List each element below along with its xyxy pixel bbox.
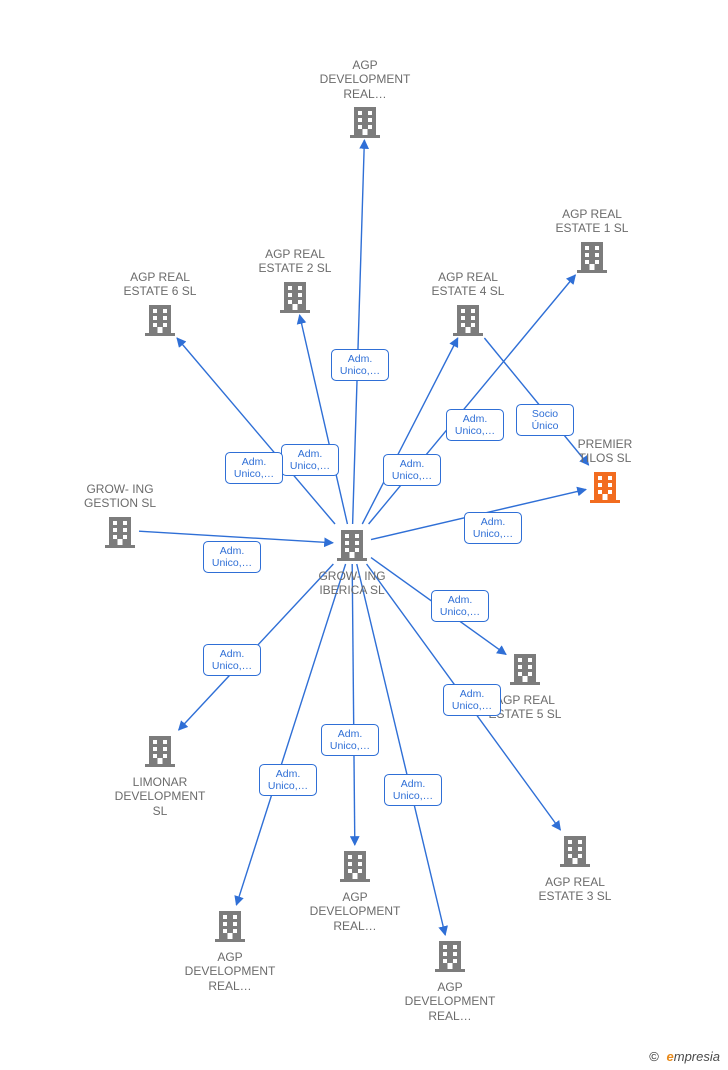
node-label: AGPDEVELOPMENTREAL… bbox=[305, 58, 425, 101]
edge-line bbox=[353, 140, 365, 524]
node-label: PREMIERTILOS SL bbox=[545, 437, 665, 466]
node-re3: AGP REALESTATE 3 SL bbox=[515, 832, 635, 904]
edge-label: Adm.Unico,… bbox=[443, 684, 501, 716]
node-label: AGPDEVELOPMENTREAL… bbox=[170, 950, 290, 993]
building-icon bbox=[575, 238, 609, 279]
edge-line bbox=[177, 338, 335, 524]
footer-credit: © empresia bbox=[649, 1049, 720, 1064]
edge-label: Adm.Unico,… bbox=[203, 541, 261, 573]
node-agpDevBR: AGPDEVELOPMENTREAL… bbox=[390, 937, 510, 1023]
edge-line bbox=[300, 315, 348, 524]
node-re1: AGP REALESTATE 1 SL bbox=[532, 207, 652, 279]
node-growGest: GROW- INGGESTION SL bbox=[60, 482, 180, 554]
building-icon bbox=[508, 650, 542, 691]
node-premier: PREMIERTILOS SL bbox=[545, 437, 665, 509]
network-diagram: GROW- INGIBERICA SL AGPDEVELOPMENTREAL… A… bbox=[0, 0, 728, 1070]
building-icon bbox=[558, 832, 592, 873]
node-re6: AGP REALESTATE 6 SL bbox=[100, 270, 220, 342]
building-icon bbox=[348, 103, 382, 144]
edge-label: Adm.Unico,… bbox=[321, 724, 379, 756]
node-label: LIMONARDEVELOPMENTSL bbox=[100, 775, 220, 818]
node-label: GROW- INGIBERICA SL bbox=[292, 569, 412, 598]
node-re2: AGP REALESTATE 2 SL bbox=[235, 247, 355, 319]
edge-label: Adm.Unico,… bbox=[281, 444, 339, 476]
copyright-symbol: © bbox=[649, 1049, 659, 1064]
edge-label: Adm.Unico,… bbox=[464, 512, 522, 544]
node-label: AGP REALESTATE 3 SL bbox=[515, 875, 635, 904]
edge-label: Adm.Unico,… bbox=[331, 349, 389, 381]
brand-first-letter: e bbox=[667, 1049, 674, 1064]
building-icon bbox=[103, 513, 137, 554]
node-agpDevMid: AGPDEVELOPMENTREAL… bbox=[295, 847, 415, 933]
node-label: GROW- INGGESTION SL bbox=[60, 482, 180, 511]
node-label: AGP REALESTATE 2 SL bbox=[235, 247, 355, 276]
building-icon bbox=[143, 732, 177, 773]
building-icon bbox=[143, 301, 177, 342]
node-label: AGP REALESTATE 1 SL bbox=[532, 207, 652, 236]
edge-label: Adm.Unico,… bbox=[203, 644, 261, 676]
building-icon bbox=[278, 278, 312, 319]
building-icon bbox=[588, 468, 622, 509]
building-icon bbox=[335, 526, 369, 567]
edge-label: Adm.Unico,… bbox=[431, 590, 489, 622]
node-label: AGP REALESTATE 6 SL bbox=[100, 270, 220, 299]
node-label: AGPDEVELOPMENTREAL… bbox=[295, 890, 415, 933]
edge-label: Adm.Unico,… bbox=[259, 764, 317, 796]
edge-label: Adm.Unico,… bbox=[446, 409, 504, 441]
node-re4: AGP REALESTATE 4 SL bbox=[408, 270, 528, 342]
node-agpDevBL: AGPDEVELOPMENTREAL… bbox=[170, 907, 290, 993]
building-icon bbox=[451, 301, 485, 342]
node-center: GROW- INGIBERICA SL bbox=[292, 526, 412, 598]
building-icon bbox=[433, 937, 467, 978]
node-agpDevTop: AGPDEVELOPMENTREAL… bbox=[305, 58, 425, 144]
node-label: AGPDEVELOPMENTREAL… bbox=[390, 980, 510, 1023]
brand-rest: mpresia bbox=[674, 1049, 720, 1064]
edge-label: Adm.Unico,… bbox=[225, 452, 283, 484]
edge-line bbox=[352, 564, 355, 845]
edge-label: Adm.Unico,… bbox=[384, 774, 442, 806]
edge-label: Adm.Unico,… bbox=[383, 454, 441, 486]
node-limonar: LIMONARDEVELOPMENTSL bbox=[100, 732, 220, 818]
building-icon bbox=[338, 847, 372, 888]
building-icon bbox=[213, 907, 247, 948]
node-label: AGP REALESTATE 4 SL bbox=[408, 270, 528, 299]
edge-label: SocioÚnico bbox=[516, 404, 574, 436]
